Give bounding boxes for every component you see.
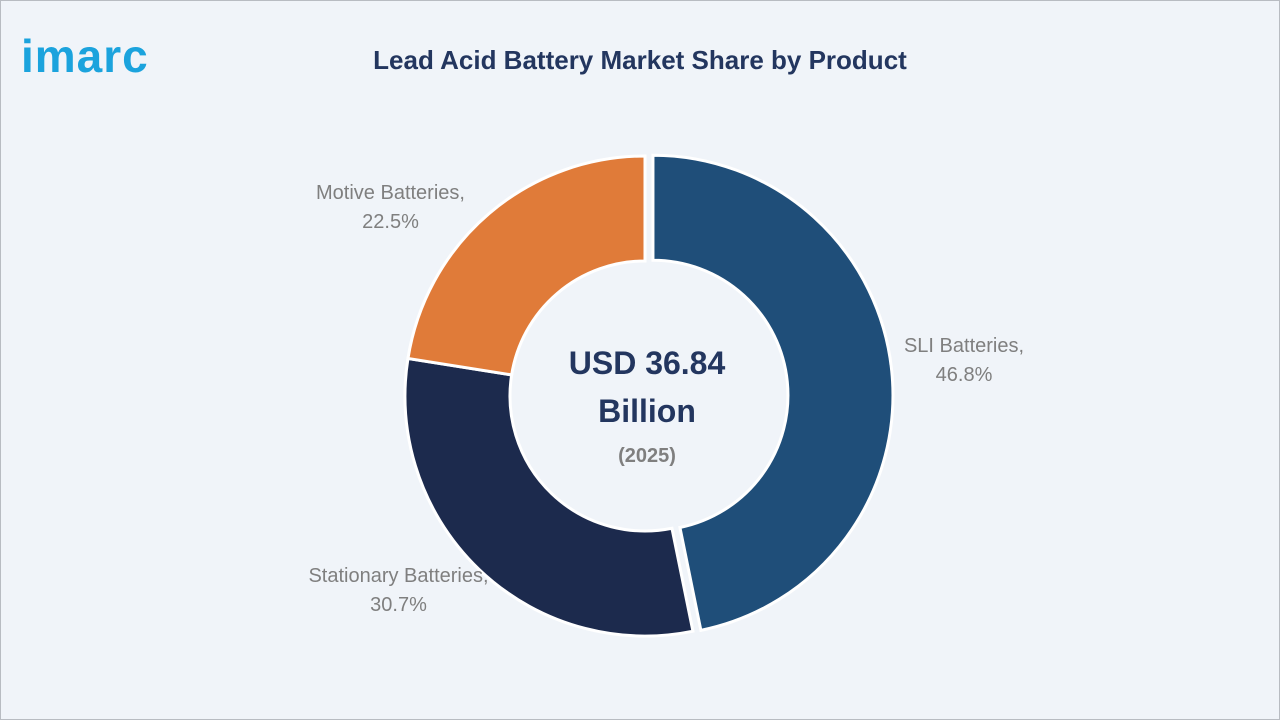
center-year: (2025) [618,445,676,467]
slice-label: Motive Batteries, 22.5% [316,182,465,233]
logo: imarc [21,30,149,82]
center-label: USD 36.84 Billion (2025) [531,339,763,468]
donut-slice [651,153,895,633]
slice-label: SLI Batteries, 46.8% [903,335,1025,386]
center-value: USD 36.84 Billion [568,345,726,429]
donut-slice [403,356,695,638]
slice-label: Stationary Batteries, 30.7% [308,565,489,616]
chart-title: Lead Acid Battery Market Share by Produc… [373,45,907,75]
donut-slice [406,154,647,377]
